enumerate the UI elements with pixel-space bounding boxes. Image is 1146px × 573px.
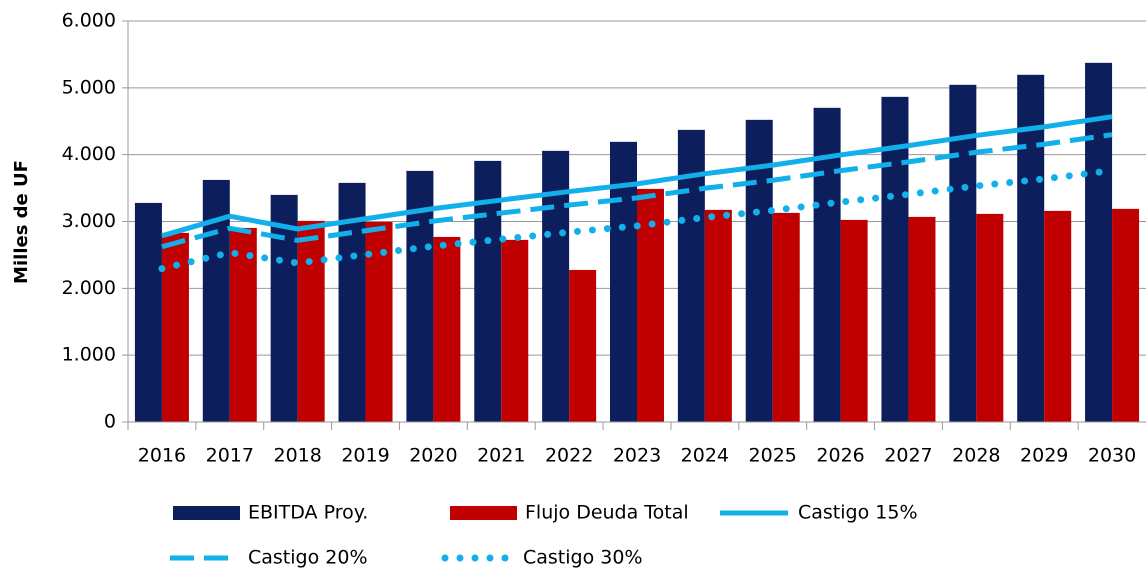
y-tick-label: 6.000 [62,10,116,32]
x-tick-label: 2029 [1020,445,1068,467]
x-tick-label: 2018 [273,445,321,467]
x-tick-label: 2028 [952,445,1000,467]
bar [704,209,732,422]
x-tick-label: 2024 [681,445,729,467]
x-tick-label: 2023 [613,445,661,467]
bar [840,219,868,422]
x-tick-label: 2020 [409,445,457,467]
x-tick-label: 2025 [749,445,797,467]
x-tick-label: 2021 [477,445,525,467]
bar [1017,74,1045,422]
x-tick-label: 2027 [884,445,932,467]
bar [1085,62,1113,422]
y-tick-label: 4.000 [62,143,116,165]
legend-label: Castigo 15% [798,502,918,524]
x-tick-label: 2030 [1088,445,1136,467]
legend-swatch [173,506,240,520]
x-tick-label: 2022 [545,445,593,467]
x-tick-label: 2026 [816,445,864,467]
x-tick-label: 2016 [138,445,186,467]
legend-label: EBITDA Proy. [248,502,368,524]
y-tick-label: 0 [104,411,116,433]
bar [229,227,257,422]
bar [297,220,325,422]
bar [433,236,461,422]
y-tick-label: 2.000 [62,277,116,299]
legend-label: Castigo 20% [248,547,368,569]
bar [908,216,936,422]
bar [161,232,189,422]
y-tick-label: 3.000 [62,210,116,232]
line [158,167,1116,273]
bar [270,194,298,422]
x-tick-label: 2019 [341,445,389,467]
bar [501,239,529,422]
bar [569,269,597,422]
legend-label: Castigo 30% [523,547,643,569]
bar [134,202,162,422]
legend-swatch [450,506,517,520]
y-axis-label: Milles de UF [11,160,32,284]
line [161,132,1113,250]
bar [1044,210,1072,422]
y-tick-label: 5.000 [62,76,116,98]
legend-label: Flujo Deuda Total [525,502,689,524]
bar [1112,208,1140,422]
x-tick-label: 2017 [206,445,254,467]
y-tick-label: 1.000 [62,344,116,366]
line [161,114,1113,239]
bar [637,188,664,422]
bar [976,213,1004,422]
bar [772,212,800,422]
